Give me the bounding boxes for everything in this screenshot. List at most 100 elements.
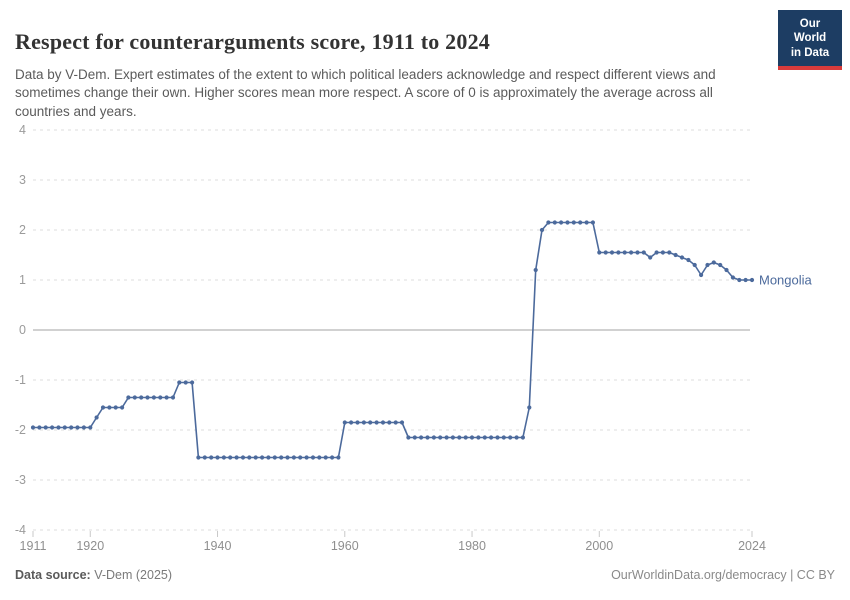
data-point xyxy=(355,420,360,425)
data-point xyxy=(489,435,494,440)
data-point xyxy=(190,380,195,385)
data-point xyxy=(393,420,398,425)
chart-subtitle: Data by V-Dem. Expert estimates of the e… xyxy=(15,66,716,119)
y-axis-tick-label: 4 xyxy=(19,123,26,137)
data-point xyxy=(56,425,61,430)
data-point xyxy=(457,435,462,440)
data-point xyxy=(183,380,188,385)
data-point xyxy=(240,455,246,460)
data-point xyxy=(145,395,150,400)
data-point xyxy=(228,455,233,460)
data-point xyxy=(75,425,80,430)
data-point xyxy=(266,455,271,460)
data-point xyxy=(209,455,214,460)
data-point xyxy=(412,435,417,440)
data-point xyxy=(253,455,258,460)
data-point xyxy=(177,380,182,385)
chart-footer: Data source: V-Dem (2025) OurWorldinData… xyxy=(15,568,835,582)
data-point xyxy=(552,220,557,225)
data-point xyxy=(279,455,284,460)
data-point xyxy=(317,455,322,460)
data-point xyxy=(527,405,532,410)
x-axis-tick-label: 1960 xyxy=(331,539,359,553)
x-axis-tick-label: 2024 xyxy=(738,539,766,553)
data-point xyxy=(679,255,685,260)
data-point xyxy=(406,435,411,440)
x-axis-tick-label: 1911 xyxy=(20,539,47,553)
owid-logo-line2: in Data xyxy=(790,46,830,59)
data-point xyxy=(667,250,672,255)
data-point xyxy=(597,250,602,255)
y-axis-tick-label: 2 xyxy=(19,223,26,237)
data-point xyxy=(298,455,303,460)
data-point xyxy=(260,455,265,460)
data-point xyxy=(43,425,48,430)
data-point xyxy=(692,262,697,268)
data-point xyxy=(711,260,716,265)
data-point xyxy=(565,220,570,225)
data-point xyxy=(419,435,424,440)
line-chart: 4 3 2 1 0 -1 -2 -3 -4 1911 1920 1940 1960 1980 2000 202… xyxy=(15,123,813,553)
data-point xyxy=(310,455,316,460)
data-point xyxy=(501,435,506,440)
data-point xyxy=(450,435,455,440)
data-point xyxy=(635,250,640,255)
y-axis-tick-label: -2 xyxy=(15,423,26,437)
owid-logo[interactable]: Our World in Data xyxy=(778,10,842,71)
data-point xyxy=(158,395,163,400)
x-axis-tick-label: 1980 xyxy=(458,539,486,553)
x-axis-tick-label: 1940 xyxy=(204,539,232,553)
data-point xyxy=(584,220,589,225)
data-point xyxy=(380,420,386,425)
data-point xyxy=(88,425,93,430)
data-point xyxy=(648,255,653,260)
data-point xyxy=(533,267,538,273)
data-point xyxy=(546,220,551,225)
data-point xyxy=(539,227,545,233)
data-point xyxy=(654,250,659,255)
data-point xyxy=(170,395,176,400)
data-point xyxy=(368,420,373,425)
data-point xyxy=(69,425,74,430)
page-title: Respect for counterarguments score, 1911… xyxy=(15,28,490,54)
data-point xyxy=(285,455,290,460)
y-axis-tick-label: 1 xyxy=(19,273,26,287)
data-point xyxy=(578,220,583,225)
data-point xyxy=(520,435,526,440)
series-label[interactable]: Mongolia xyxy=(759,273,813,288)
owid-url-link[interactable]: OurWorldinData.org/democracy | CC BY xyxy=(611,568,835,582)
data-source-value: V-Dem (2025) xyxy=(90,568,173,582)
x-axis-tick-label: 1920 xyxy=(76,539,104,553)
data-point xyxy=(330,455,335,460)
data-point xyxy=(749,277,755,283)
data-point xyxy=(234,455,239,460)
data-point xyxy=(50,425,55,430)
data-point xyxy=(291,455,296,460)
data-point xyxy=(616,250,621,255)
y-axis-tick-label: 3 xyxy=(19,173,26,187)
data-point xyxy=(699,272,704,278)
data-point xyxy=(126,395,131,400)
data-point xyxy=(469,435,475,440)
data-point xyxy=(476,435,481,440)
data-point xyxy=(495,435,500,440)
data-point xyxy=(718,262,723,268)
data-point xyxy=(590,220,596,225)
data-point xyxy=(571,220,576,225)
data-point xyxy=(609,250,615,255)
data-point xyxy=(151,395,156,400)
data-point xyxy=(686,257,691,263)
data-point xyxy=(215,455,220,460)
y-axis-tick-label: -4 xyxy=(15,523,26,537)
data-point xyxy=(603,250,608,255)
data-point xyxy=(272,455,277,460)
data-point xyxy=(431,435,436,440)
data-point xyxy=(374,420,379,425)
data-point xyxy=(705,262,710,268)
data-point xyxy=(196,455,201,460)
data-point xyxy=(221,455,226,460)
data-point xyxy=(247,455,252,460)
data-point xyxy=(438,435,443,440)
data-point xyxy=(482,435,487,440)
data-point xyxy=(514,435,519,440)
